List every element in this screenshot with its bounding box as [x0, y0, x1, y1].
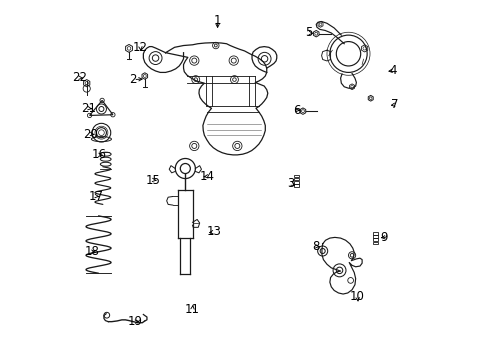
Text: 22: 22 — [72, 71, 87, 84]
Text: 1: 1 — [213, 14, 221, 27]
Text: 21: 21 — [81, 102, 96, 115]
Text: 6: 6 — [292, 104, 300, 117]
Text: 13: 13 — [206, 225, 221, 238]
Text: 7: 7 — [390, 98, 398, 111]
Text: 4: 4 — [389, 64, 396, 77]
Text: 2: 2 — [129, 73, 137, 86]
Text: 16: 16 — [92, 148, 106, 161]
Text: 9: 9 — [380, 231, 387, 244]
Text: 11: 11 — [184, 303, 200, 316]
Text: 15: 15 — [145, 174, 160, 186]
Text: 3: 3 — [287, 177, 294, 190]
Bar — [293, 181, 298, 184]
Bar — [293, 175, 298, 177]
Text: 18: 18 — [84, 245, 100, 258]
Text: 5: 5 — [305, 27, 312, 40]
Text: 19: 19 — [127, 315, 142, 328]
Text: 8: 8 — [312, 240, 319, 253]
Bar — [372, 238, 377, 241]
Text: 14: 14 — [199, 170, 214, 183]
Bar — [372, 232, 377, 234]
Text: 17: 17 — [88, 190, 103, 203]
Bar — [293, 178, 298, 180]
Text: 12: 12 — [133, 41, 148, 54]
Bar — [293, 184, 298, 187]
Bar — [372, 235, 377, 238]
Bar — [372, 242, 377, 244]
Text: 10: 10 — [349, 290, 364, 303]
Text: 20: 20 — [83, 127, 98, 141]
